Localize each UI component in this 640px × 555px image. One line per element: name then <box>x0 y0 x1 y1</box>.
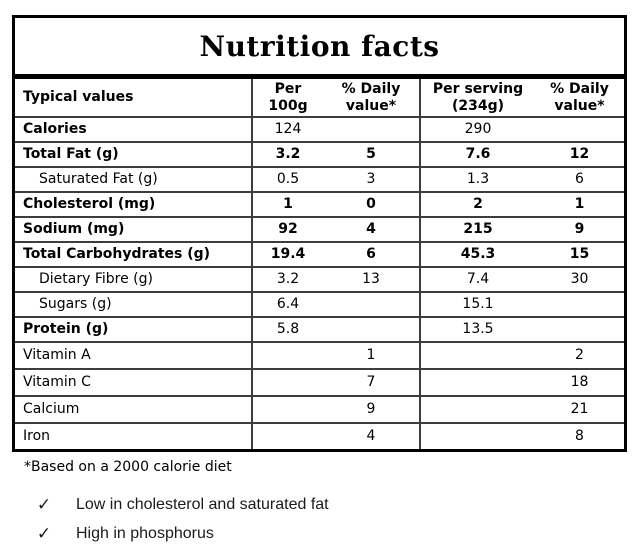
cell-per-100g: 1 <box>283 196 293 213</box>
row-label: Iron <box>15 424 253 449</box>
cell-per-serving: 2 <box>473 196 483 213</box>
cell-pct-daily-serving: 6 <box>575 171 584 188</box>
column-header-per-100g: Per 100g <box>268 81 308 114</box>
cell-pct-daily-100g: 4 <box>323 424 421 449</box>
cell-per-serving: 290 <box>464 121 492 138</box>
cell-per-serving: 215 <box>463 221 493 238</box>
table-row: Calories 124 290 <box>15 116 624 141</box>
cell-per-100g <box>253 370 323 395</box>
cell-per-100g <box>253 424 323 449</box>
cell-pct-daily-serving <box>535 293 624 316</box>
column-header-pct-daily-100g: % Daily value* <box>323 79 421 116</box>
cell-pct-daily-100g: 4 <box>323 218 421 241</box>
cell-per-serving: 7.4 <box>466 271 490 288</box>
table-row: Sugars (g) 6.4 15.1 <box>15 291 624 316</box>
cell-pct-daily-100g <box>323 318 421 341</box>
cell-pct-daily-100g: 6 <box>323 243 421 266</box>
row-label: Calcium <box>15 397 253 422</box>
cell-pct-daily-serving: 18 <box>570 374 589 391</box>
cell-pct-daily-100g: 1 <box>323 343 421 368</box>
row-label: Vitamin C <box>15 370 253 395</box>
checklist-item: ✓ Low in cholesterol and saturated fat <box>34 495 329 515</box>
cell-pct-daily-100g: 13 <box>323 268 421 291</box>
cell-per-serving: 1.3 <box>466 171 490 188</box>
cell-pct-daily-100g: 0 <box>323 193 421 216</box>
cell-per-serving: 15.1 <box>462 296 494 313</box>
cell-pct-daily-serving <box>535 318 624 341</box>
cell-per-100g: 5.8 <box>276 321 300 338</box>
nutrition-facts-panel: Nutrition facts Typical values Per 100g … <box>12 15 627 452</box>
table-row: Sodium (mg) 92 4 215 9 <box>15 216 624 241</box>
column-header-pct-daily-serving: % Daily value* <box>550 81 609 114</box>
table-row: Protein (g) 5.8 13.5 <box>15 316 624 341</box>
cell-pct-daily-serving: 12 <box>569 146 590 163</box>
cell-per-100g: 6.4 <box>276 296 300 313</box>
cell-per-serving: 45.3 <box>460 246 496 263</box>
table-row: Calcium 9 21 <box>15 395 624 422</box>
table-row: Dietary Fibre (g) 3.2 13 7.4 30 <box>15 266 624 291</box>
checkmark-icon: ✓ <box>36 495 52 514</box>
row-label: Total Carbohydrates (g) <box>15 243 253 266</box>
highlights-checklist: ✓ Low in cholesterol and saturated fat ✓ Hi… <box>34 495 329 553</box>
cell-pct-daily-serving: 2 <box>575 347 584 364</box>
row-label: Saturated Fat (g) <box>15 168 253 191</box>
cell-pct-daily-serving: 30 <box>570 271 589 288</box>
cell-pct-daily-serving: 8 <box>575 428 584 445</box>
table-row: Vitamin A 1 2 <box>15 341 624 368</box>
cell-pct-daily-100g <box>323 118 421 141</box>
cell-pct-daily-100g: 5 <box>323 143 421 166</box>
checklist-item-label: Low in cholesterol and saturated fat <box>76 496 329 513</box>
cell-per-100g: 124 <box>274 121 302 138</box>
cell-pct-daily-100g <box>323 293 421 316</box>
table-row: Iron 4 8 <box>15 422 624 449</box>
cell-per-100g: 3.2 <box>276 271 300 288</box>
title-divider <box>15 74 624 79</box>
row-label: Total Fat (g) <box>15 143 253 166</box>
checklist-item: ✓ High in phosphorus <box>34 524 329 544</box>
column-header-per-serving: Per serving (234g) <box>432 81 524 114</box>
table-row: Vitamin C 7 18 <box>15 368 624 395</box>
column-header-typical-values: Typical values <box>15 79 253 116</box>
row-label: Dietary Fibre (g) <box>15 268 253 291</box>
table-row: Total Fat (g) 3.2 5 7.6 12 <box>15 141 624 166</box>
cell-pct-daily-serving: 15 <box>569 246 590 263</box>
cell-pct-daily-serving <box>535 118 624 141</box>
row-label: Calories <box>15 118 253 141</box>
cell-per-serving <box>421 370 535 395</box>
cell-per-serving <box>421 343 535 368</box>
cell-pct-daily-serving: 21 <box>570 401 589 418</box>
cell-pct-daily-serving: 1 <box>574 196 585 213</box>
row-label: Vitamin A <box>15 343 253 368</box>
cell-per-serving <box>421 397 535 422</box>
checkmark-icon: ✓ <box>36 524 52 543</box>
cell-per-100g: 19.4 <box>270 246 306 263</box>
cell-pct-daily-100g: 3 <box>323 168 421 191</box>
checklist-item-label: High in phosphorus <box>76 525 214 542</box>
cell-per-100g <box>253 397 323 422</box>
cell-pct-daily-100g: 7 <box>323 370 421 395</box>
table-body: Calories 124 290 Total Fat (g) 3.2 5 7.6 12 Satu… <box>15 116 624 449</box>
table-row: Total Carbohydrates (g) 19.4 6 45.3 15 <box>15 241 624 266</box>
table-row: Saturated Fat (g) 0.5 3 1.3 6 <box>15 166 624 191</box>
footnote: *Based on a 2000 calorie diet <box>24 459 232 475</box>
table-header-row: Typical values Per 100g % Daily value* P… <box>15 79 624 116</box>
row-label: Sodium (mg) <box>15 218 253 241</box>
cell-pct-daily-serving: 9 <box>574 221 585 238</box>
cell-per-100g: 3.2 <box>275 146 301 163</box>
cell-per-100g <box>253 343 323 368</box>
panel-title: Nutrition facts <box>199 29 440 63</box>
row-label: Cholesterol (mg) <box>15 193 253 216</box>
cell-per-100g: 92 <box>278 221 298 238</box>
row-label: Protein (g) <box>15 318 253 341</box>
cell-per-serving <box>421 424 535 449</box>
cell-pct-daily-100g: 9 <box>323 397 421 422</box>
cell-per-serving: 7.6 <box>465 146 491 163</box>
row-label: Sugars (g) <box>15 293 253 316</box>
table-row: Cholesterol (mg) 1 0 2 1 <box>15 191 624 216</box>
cell-per-serving: 13.5 <box>462 321 494 338</box>
cell-per-100g: 0.5 <box>276 171 300 188</box>
